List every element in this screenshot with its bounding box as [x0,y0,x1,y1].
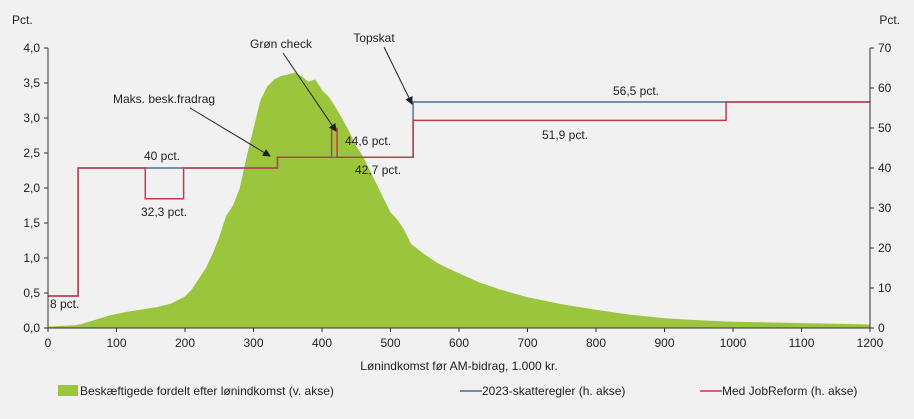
arrow-gron [282,52,337,132]
annotation-40pct: 40 pct. [144,149,180,163]
annotation-layer: 8 pct. 40 pct. 32,3 pct. Maks. besk.fradrag… [50,31,659,311]
x-tick-label: 500 [380,336,400,350]
annotation-maks: Maks. besk.fradrag [113,92,215,106]
legend-item-employment: Beskæftigede fordelt efter lønindkomst (… [58,384,334,398]
annotation-topskat: Topskat [353,31,395,45]
legend-swatch [58,385,78,396]
legend-item-jobreform: Med JobReform (h. akse) [700,384,857,398]
x-tick-label: 300 [243,336,263,350]
right-tick-label: 60 [878,81,892,95]
right-tick-label: 20 [878,241,892,255]
annotation-565pct: 56,5 pct. [613,84,659,98]
legend-label: Beskæftigede fordelt efter lønindkomst (… [80,384,334,398]
left-axis-title: Pct. [12,13,33,27]
annotation-427pct: 42,7 pct. [355,163,401,177]
lines-layer [48,101,870,297]
annotation-446pct: 44,6 pct. [345,134,391,148]
x-tick-label: 100 [106,336,126,350]
arrow-topskat [383,46,413,105]
left-tick-label: 1,0 [23,251,40,265]
arrow-maks [189,107,271,157]
legend-item-2023: 2023-skatteregler (h. akse) [460,384,625,398]
x-tick-label: 700 [517,336,537,350]
left-tick-label: 2,0 [23,181,40,195]
left-tick-label: 0,0 [23,321,40,335]
x-tick-label: 1100 [789,336,815,350]
right-tick-label: 10 [878,281,892,295]
area-layer [48,72,870,328]
x-tick-label: 600 [449,336,469,350]
series-area-employment [48,72,870,328]
right-axis-title: Pct. [879,13,900,27]
legend-label: 2023-skatteregler (h. akse) [482,384,625,398]
x-tick-label: 0 [45,336,52,350]
annotation-8pct: 8 pct. [50,297,79,311]
left-tick-label: 1,5 [23,216,40,230]
right-tick-label: 30 [878,201,892,215]
left-tick-label: 0,5 [23,286,40,300]
right-tick-label: 50 [878,121,892,135]
left-tick-label: 3,5 [23,76,40,90]
left-tick-label: 4,0 [23,41,40,55]
left-tick-label: 2,5 [23,146,40,160]
legend: Beskæftigede fordelt efter lønindkomst (… [58,384,857,398]
right-tick-label: 40 [878,161,892,175]
x-tick-label: 1000 [720,336,747,350]
annotation-gron: Grøn check [250,37,313,51]
x-tick-label: 400 [312,336,332,350]
annotation-519pct: 51,9 pct. [542,128,588,142]
right-tick-label: 0 [878,321,885,335]
annotation-323pct: 32,3 pct. [141,205,187,219]
x-tick-label: 900 [654,336,674,350]
x-tick-label: 1200 [857,336,884,350]
left-tick-label: 3,0 [23,111,40,125]
axes-layer: 0 100 200 300 400 500 600 700 800 900 1000 1100 1200… [12,13,900,373]
legend-label: Med JobReform (h. akse) [722,384,857,398]
series-line-jobreform [48,101,870,297]
x-tick-label: 200 [175,336,195,350]
x-axis-title: Lønindkomst før AM-bidrag, 1.000 kr. [360,359,557,373]
x-tick-label: 800 [586,336,606,350]
right-tick-label: 70 [878,41,892,55]
